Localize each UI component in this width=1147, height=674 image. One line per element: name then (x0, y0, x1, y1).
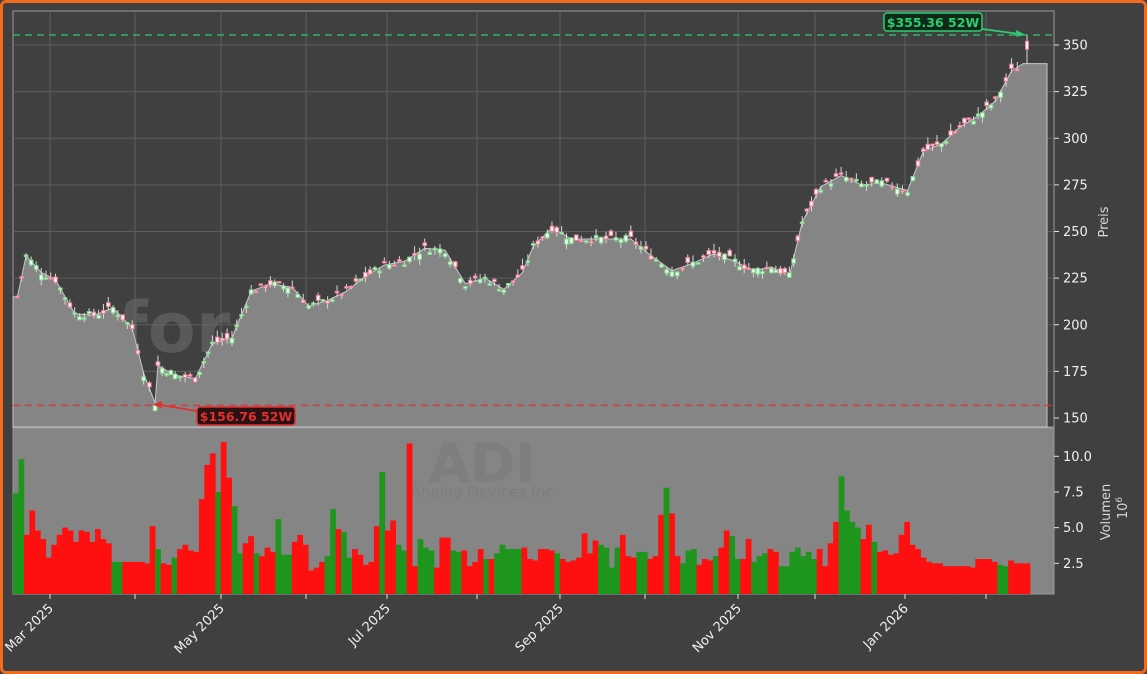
52-week-annotations: $355.36 52W $156.76 52W (13, 12, 1054, 426)
volume-bars (13, 442, 1031, 594)
svg-text:Preis: Preis (1097, 206, 1112, 237)
svg-text:$156.76 52W: $156.76 52W (200, 409, 293, 424)
candlesticks (15, 35, 1029, 412)
svg-text:Nov 2025: Nov 2025 (690, 601, 745, 656)
svg-text:350: 350 (1063, 39, 1088, 54)
svg-text:$355.36 52W: $355.36 52W (887, 15, 980, 30)
svg-text:Jan 2026: Jan 2026 (860, 601, 912, 653)
date-axis: Mar 2025 May 2025 Jul 2025 Sep 2025 Nov 2025… (3, 594, 987, 657)
svg-text:106: 106 (1115, 497, 1131, 520)
svg-text:300: 300 (1063, 132, 1088, 147)
svg-text:7.5: 7.5 (1063, 485, 1084, 500)
svg-text:225: 225 (1063, 272, 1088, 287)
svg-text:Sep 2025: Sep 2025 (513, 601, 567, 655)
52w-low-label: $156.76 52W (153, 401, 296, 426)
svg-text:175: 175 (1063, 365, 1088, 380)
svg-text:Jul 2025: Jul 2025 (345, 601, 394, 650)
svg-text:ADI: ADI (429, 432, 536, 495)
svg-text:Analog Devices Inc: Analog Devices Inc (411, 483, 554, 501)
svg-text:May 2025: May 2025 (172, 601, 228, 657)
svg-text:200: 200 (1063, 318, 1088, 333)
svg-text:5.0: 5.0 (1063, 521, 1084, 536)
price-axis: 150 175 200 225 250 275 300 325 350 Preis (1054, 39, 1112, 427)
svg-text:150: 150 (1063, 412, 1088, 427)
svg-text:250: 250 (1063, 225, 1088, 240)
svg-text:2.5: 2.5 (1063, 557, 1084, 572)
volume-axis: 2.5 5.0 7.5 10.0 Volumen 106 (1054, 450, 1131, 572)
svg-text:275: 275 (1063, 178, 1088, 193)
svg-text:10.0: 10.0 (1063, 450, 1092, 465)
52w-high-label: $355.36 52W (883, 12, 1025, 37)
svg-text:Volumen: Volumen (1099, 484, 1114, 541)
svg-text:Mar 2025: Mar 2025 (3, 601, 57, 655)
svg-text:325: 325 (1063, 85, 1088, 100)
